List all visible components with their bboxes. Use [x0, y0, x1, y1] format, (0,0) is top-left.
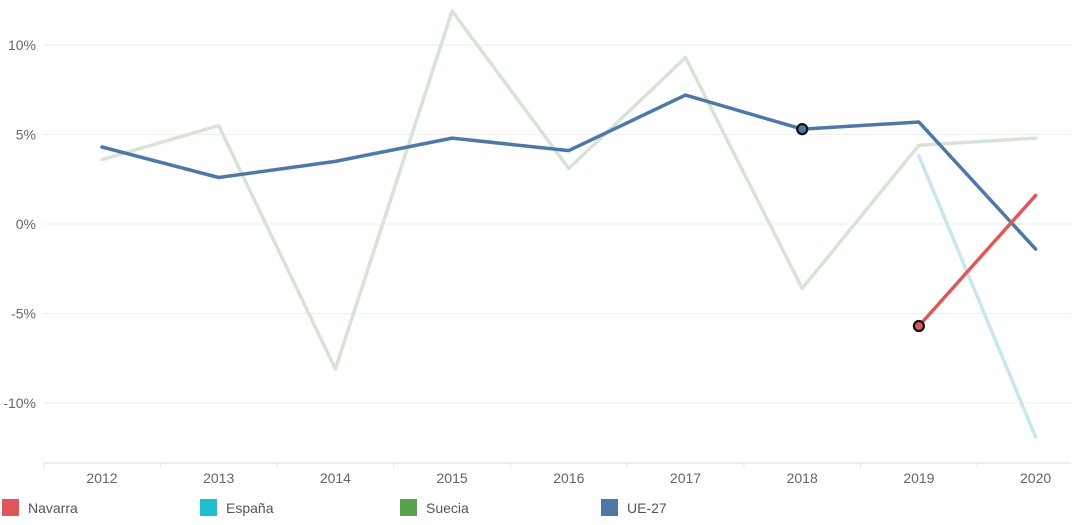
x-tick-label: 2015 [437, 470, 468, 486]
x-tick-label: 2017 [670, 470, 701, 486]
legend-label-espana: España [226, 499, 274, 516]
legend-label-ue27: UE-27 [627, 499, 667, 516]
y-tick-label: 5% [16, 127, 36, 143]
line-chart: 2012 2013 2014 2015 2016 2017 2018 2019 2020 10%… [3, 9, 1071, 486]
legend-item-ue27[interactable]: UE-27 [601, 499, 667, 516]
legend-swatch-espana [200, 499, 217, 516]
legend-swatch-navarra [2, 499, 19, 516]
x-tick-label: 2016 [553, 470, 584, 486]
y-tick-label: -10% [3, 395, 36, 411]
x-tick-label: 2013 [203, 470, 234, 486]
point-markers [796, 123, 926, 333]
legend: Navarra España Suecia UE-27 [0, 499, 1073, 521]
series-line-suecia[interactable] [100, 9, 1038, 371]
grid-lines [44, 44, 1071, 404]
legend-label-navarra: Navarra [28, 499, 78, 516]
legend-item-suecia[interactable]: Suecia [400, 499, 469, 516]
series-line-navarra[interactable] [917, 193, 1038, 328]
data-point-ue-27[interactable] [796, 123, 809, 136]
y-tick-label: 10% [8, 37, 36, 53]
legend-label-suecia: Suecia [426, 499, 469, 516]
series-line-ue-27[interactable] [100, 93, 1038, 251]
legend-item-espana[interactable]: España [200, 499, 273, 516]
legend-item-navarra[interactable]: Navarra [2, 499, 78, 516]
y-axis: 10% 5% 0% -5% -10% [3, 37, 36, 411]
x-axis: 2012 2013 2014 2015 2016 2017 2018 2019 2020 [43, 462, 1071, 486]
x-tick-label: 2019 [903, 470, 934, 486]
x-tick-label: 2014 [320, 470, 351, 486]
x-tick-label: 2018 [787, 470, 818, 486]
series-line-españa[interactable] [917, 154, 1038, 439]
x-tick-label: 2020 [1020, 470, 1051, 486]
legend-swatch-ue27 [601, 499, 618, 516]
series-lines [100, 9, 1038, 439]
x-tick-label: 2012 [86, 470, 117, 486]
y-tick-label: 0% [16, 216, 36, 232]
y-tick-label: -5% [11, 306, 36, 322]
data-point-navarra[interactable] [912, 319, 926, 333]
legend-swatch-suecia [400, 499, 417, 516]
